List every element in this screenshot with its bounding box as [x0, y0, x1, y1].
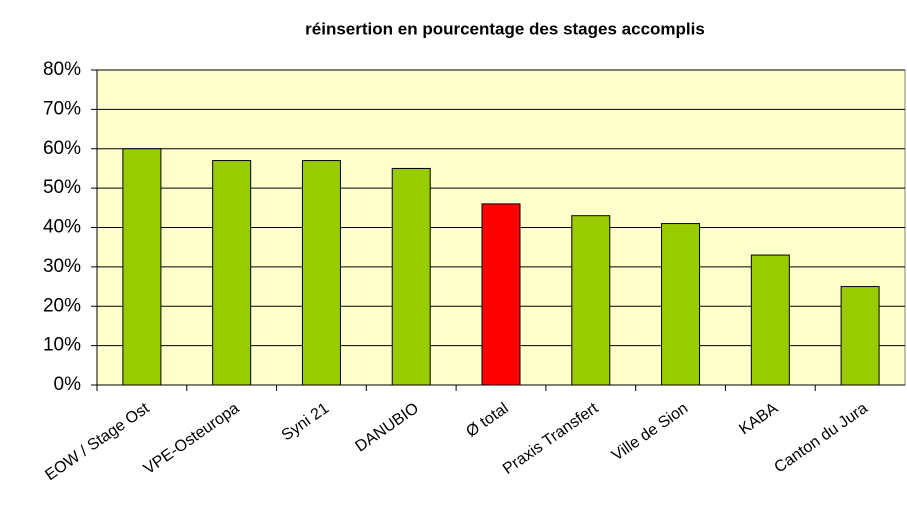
- y-tick-label: 20%: [43, 295, 81, 316]
- bar: [212, 160, 252, 386]
- bar: [301, 160, 341, 386]
- x-tick-label: EOW / Stage Ost: [42, 399, 153, 484]
- y-tick-label: 80%: [43, 59, 81, 80]
- chart-title: réinsertion en pourcentage des stages ac…: [305, 19, 705, 38]
- bar: [481, 203, 521, 386]
- bar: [661, 223, 701, 386]
- bar: [122, 148, 162, 386]
- x-tick-label: Praxis Transfert: [500, 399, 602, 478]
- x-tick-label: Ø total: [463, 400, 511, 441]
- y-tick-label: 30%: [43, 256, 81, 277]
- bar: [750, 254, 790, 386]
- x-tick-label: Syni 21: [279, 400, 333, 445]
- bar: [840, 286, 880, 386]
- x-tick-label: Canton du Jura: [771, 400, 870, 477]
- y-tick-label: 60%: [43, 138, 81, 159]
- x-tick-label: KABA: [736, 400, 781, 439]
- bar: [391, 167, 431, 386]
- y-tick-label: 10%: [43, 335, 81, 356]
- y-tick-label: 0%: [54, 374, 82, 395]
- x-tick-label: Ville de Sion: [609, 400, 691, 465]
- y-tick-label: 50%: [43, 177, 81, 198]
- x-tick-label: VPE-Osteuropa: [141, 400, 243, 478]
- y-tick-label: 70%: [43, 98, 81, 119]
- x-tick-label: DANUBIO: [352, 400, 421, 456]
- y-tick-label: 40%: [43, 217, 81, 238]
- bar: [571, 215, 611, 386]
